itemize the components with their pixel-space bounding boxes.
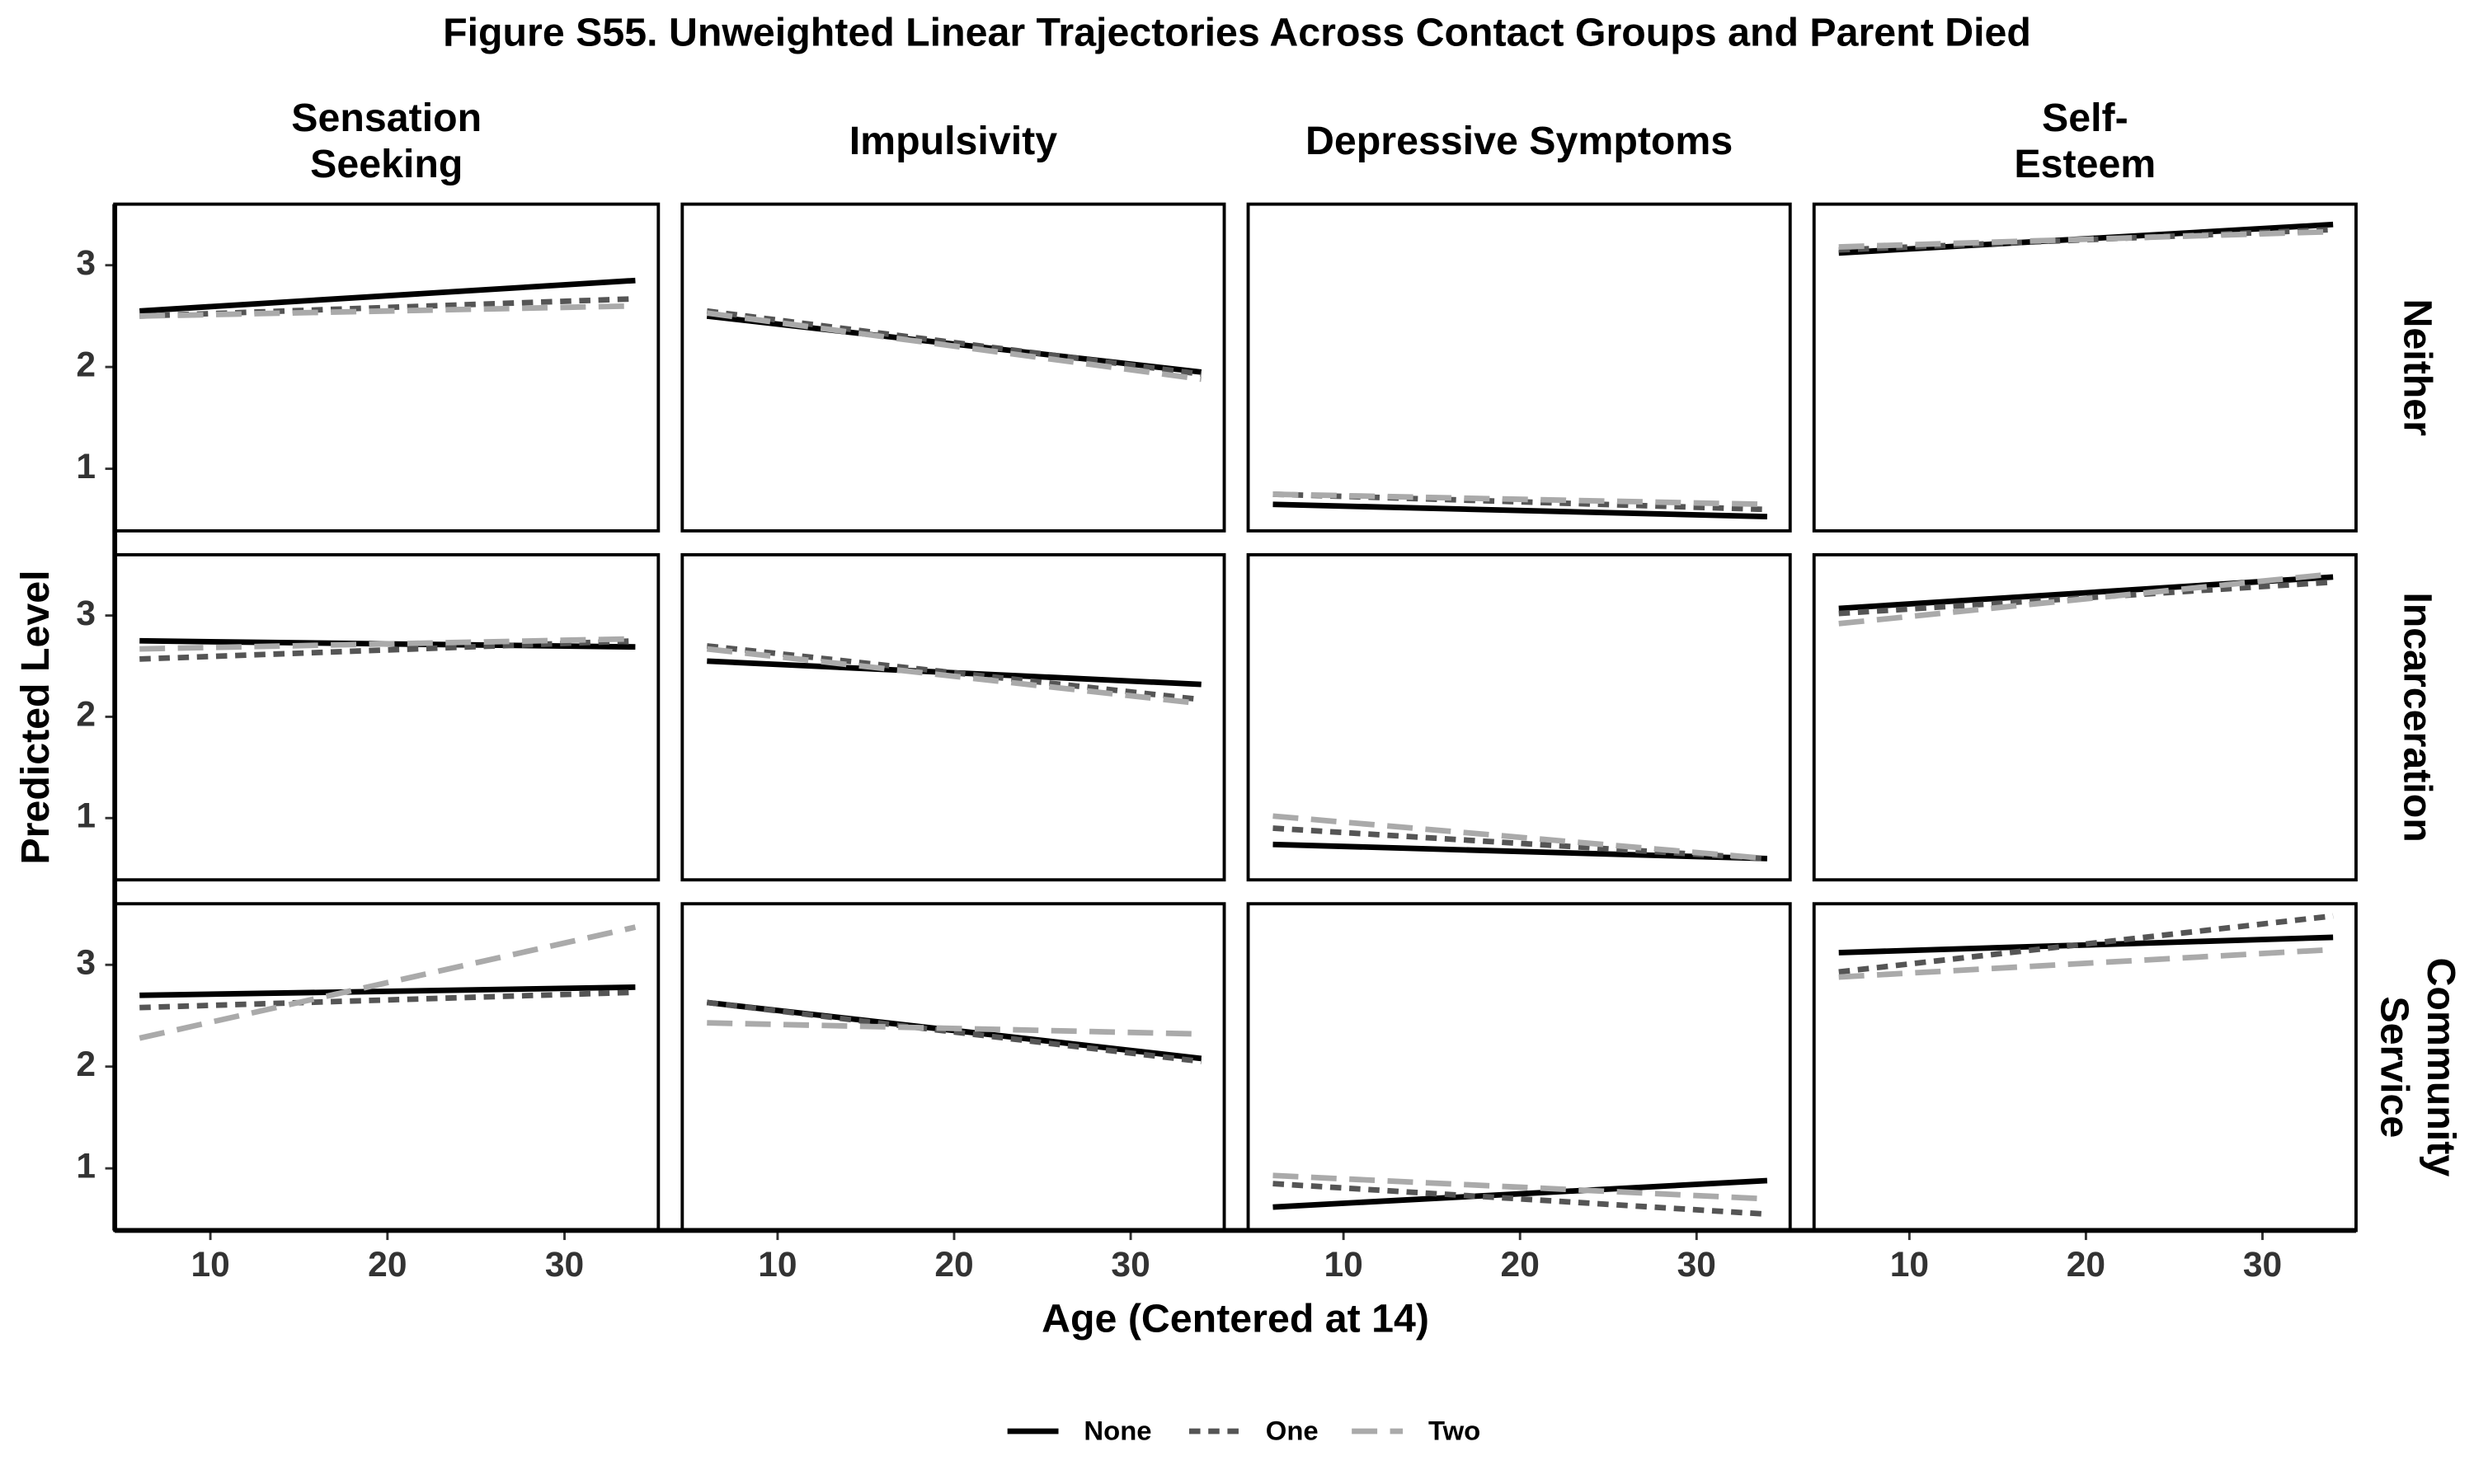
x-tick-label: 30: [1677, 1246, 1716, 1284]
panel-border: [113, 552, 661, 882]
trend-line: [1272, 1172, 1768, 1202]
trend-line: [707, 1020, 1202, 1037]
y-tick-label: 2: [76, 696, 96, 735]
panel-border: [1812, 202, 2358, 533]
column-label: Seeking: [310, 142, 463, 186]
y-tick-label: 3: [76, 944, 96, 983]
panel-border: [1812, 902, 2358, 1233]
y-tick-label: 3: [76, 594, 96, 633]
trend-line: [1838, 579, 2334, 617]
panel-border: [1246, 902, 1792, 1233]
trend-line: [1272, 841, 1768, 862]
trend-line: [139, 277, 636, 314]
trend-line: [139, 984, 636, 998]
x-tick-label: 10: [758, 1246, 797, 1284]
trend-line: [139, 636, 636, 652]
trend-line: [139, 989, 636, 1011]
x-tick-label: 30: [2243, 1246, 2282, 1284]
row-label: Service: [2373, 996, 2417, 1138]
trend-line: [1272, 813, 1768, 862]
trend-line: [1838, 571, 2334, 627]
trend-line: [1272, 491, 1767, 508]
y-tick-label: 2: [76, 1045, 96, 1084]
panel-border: [680, 902, 1226, 1233]
trend-line: [1272, 501, 1767, 519]
y-tick-label: 1: [76, 797, 96, 836]
x-tick-label: 10: [190, 1246, 229, 1284]
x-tick-label: 20: [934, 1246, 973, 1284]
trend-line: [1272, 1181, 1768, 1218]
panel-border: [113, 902, 661, 1233]
panel-border: [1246, 202, 1792, 533]
x-tick-label: 20: [2067, 1246, 2105, 1284]
trend-line: [706, 646, 1202, 707]
column-label: Depressive Symptoms: [1305, 119, 1733, 163]
trend-line: [706, 310, 1202, 383]
trend-line: [139, 303, 636, 319]
trend-line: [707, 658, 1202, 688]
x-tick-label: 30: [1111, 1246, 1150, 1284]
trend-line: [706, 999, 1202, 1064]
trend-line: [1838, 946, 2334, 980]
legend-label: None: [1084, 1416, 1151, 1446]
x-axis-label: Age (Centered at 14): [1042, 1296, 1429, 1341]
chart-title: Figure S55. Unweighted Linear Trajectori…: [443, 10, 2031, 54]
trend-line: [1838, 228, 2334, 250]
y-tick-label: 2: [76, 345, 96, 384]
panel-border: [680, 552, 1226, 882]
trend-line: [1838, 574, 2334, 612]
panel-border: [113, 202, 661, 533]
trend-line: [1272, 825, 1768, 862]
y-tick-label: 1: [76, 1147, 96, 1186]
trend-line: [706, 643, 1202, 702]
trend-line: [139, 637, 636, 662]
column-label: Sensation: [291, 96, 482, 140]
column-label: Impulsivity: [849, 119, 1057, 163]
legend-label: One: [1266, 1416, 1319, 1446]
y-axis-label: Predicted Level: [13, 570, 58, 864]
column-label: Self-: [2042, 96, 2128, 140]
x-tick-label: 20: [1501, 1246, 1540, 1284]
y-tick-label: 1: [76, 448, 96, 486]
row-label: Community: [2419, 957, 2463, 1176]
row-label: Incarceration: [2396, 592, 2440, 842]
x-tick-label: 10: [1890, 1246, 1929, 1284]
trend-line: [139, 924, 637, 1041]
trend-line: [1838, 934, 2334, 956]
trend-line: [1838, 913, 2334, 975]
panel-border: [1246, 552, 1792, 882]
trend-line: [1272, 1177, 1768, 1210]
legend-label: Two: [1428, 1416, 1480, 1446]
x-tick-label: 20: [368, 1246, 407, 1284]
row-label: Neither: [2396, 299, 2440, 437]
y-tick-label: 3: [76, 244, 96, 283]
column-label: Esteem: [2014, 142, 2156, 186]
x-tick-label: 30: [545, 1246, 584, 1284]
x-tick-label: 10: [1324, 1246, 1362, 1284]
